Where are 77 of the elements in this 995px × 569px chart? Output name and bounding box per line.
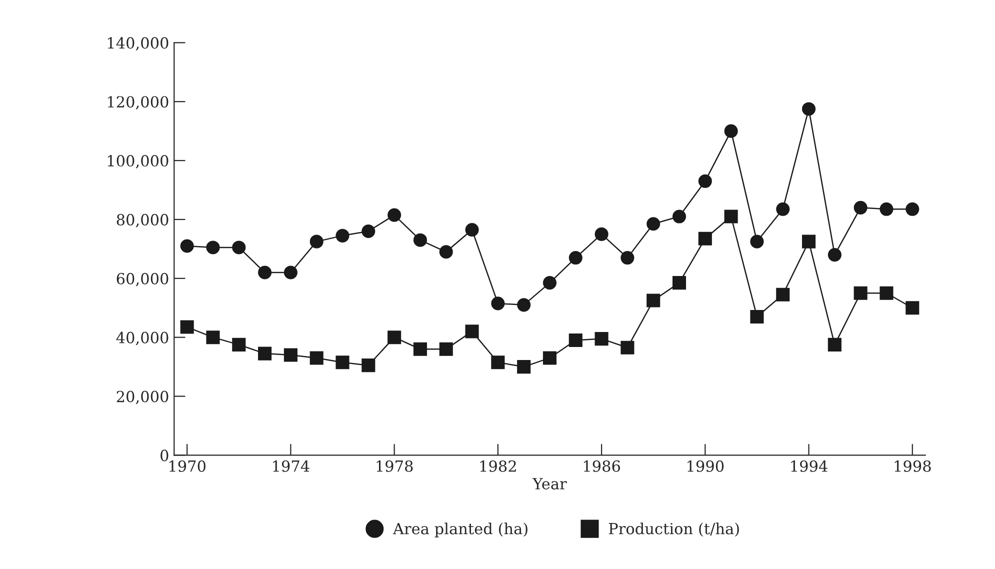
point — [180, 239, 194, 253]
point — [776, 288, 790, 302]
point — [465, 223, 479, 237]
point — [310, 234, 324, 248]
y-tick-label: 60,000 — [116, 272, 168, 286]
point — [776, 202, 790, 216]
point — [284, 348, 298, 362]
point — [750, 234, 764, 248]
point — [750, 310, 764, 324]
point — [491, 296, 505, 310]
point — [388, 208, 402, 222]
legend-label: Production (t/ha) — [608, 522, 739, 537]
point — [336, 228, 350, 242]
point — [232, 338, 246, 352]
point — [491, 356, 505, 370]
point — [854, 286, 868, 300]
point — [854, 200, 868, 214]
point — [284, 266, 298, 280]
point — [802, 102, 816, 116]
x-tick-label: 1970 — [170, 460, 206, 472]
point — [542, 276, 557, 290]
point — [828, 338, 842, 352]
point — [672, 276, 686, 290]
x-tick-label: 1998 — [894, 460, 931, 472]
y-tick-label: 100,000 — [108, 155, 168, 168]
point — [594, 332, 608, 346]
x-tick-label: 1982 — [480, 460, 516, 472]
point — [698, 232, 712, 246]
point — [828, 248, 842, 262]
point — [568, 251, 582, 265]
point — [413, 342, 427, 356]
point — [517, 360, 531, 374]
point — [620, 340, 634, 354]
y-tick-label: 40,000 — [116, 332, 168, 346]
point — [906, 301, 920, 315]
point — [672, 210, 686, 224]
point — [568, 334, 582, 348]
x-tick-label: 1990 — [688, 460, 724, 472]
point — [206, 240, 220, 254]
y-tick-label: 140,000 — [108, 37, 168, 51]
point — [180, 320, 194, 334]
x-tick-label: 1994 — [791, 460, 828, 472]
y-tick-label: 20,000 — [116, 390, 168, 404]
point — [594, 227, 608, 241]
point — [310, 351, 324, 365]
point — [439, 342, 453, 356]
point — [388, 330, 402, 344]
point — [517, 298, 531, 312]
x-tick-label: 1974 — [273, 460, 310, 472]
point — [258, 266, 272, 280]
y-tick-label: 120,000 — [108, 96, 168, 110]
point — [698, 174, 712, 188]
point — [724, 124, 738, 138]
point — [906, 202, 920, 216]
point — [646, 217, 660, 231]
point — [724, 210, 738, 224]
point — [880, 202, 894, 216]
x-tick-label: 1986 — [584, 460, 620, 472]
y-tick-label: 0 — [160, 450, 168, 462]
point — [362, 358, 376, 372]
point — [880, 286, 894, 300]
point — [802, 234, 816, 248]
point — [646, 294, 660, 308]
point — [542, 351, 557, 365]
legend-label: Area planted (ha) — [392, 522, 528, 538]
point — [413, 233, 427, 247]
point — [206, 330, 220, 344]
point — [465, 324, 479, 338]
y-tick-label: 80,000 — [116, 214, 168, 228]
x-axis-title: Year — [532, 478, 567, 490]
point — [336, 356, 350, 370]
point — [362, 224, 376, 238]
point — [258, 346, 272, 360]
point — [439, 245, 453, 259]
point — [620, 251, 634, 265]
x-tick-label: 1978 — [376, 460, 413, 472]
point — [232, 240, 246, 254]
